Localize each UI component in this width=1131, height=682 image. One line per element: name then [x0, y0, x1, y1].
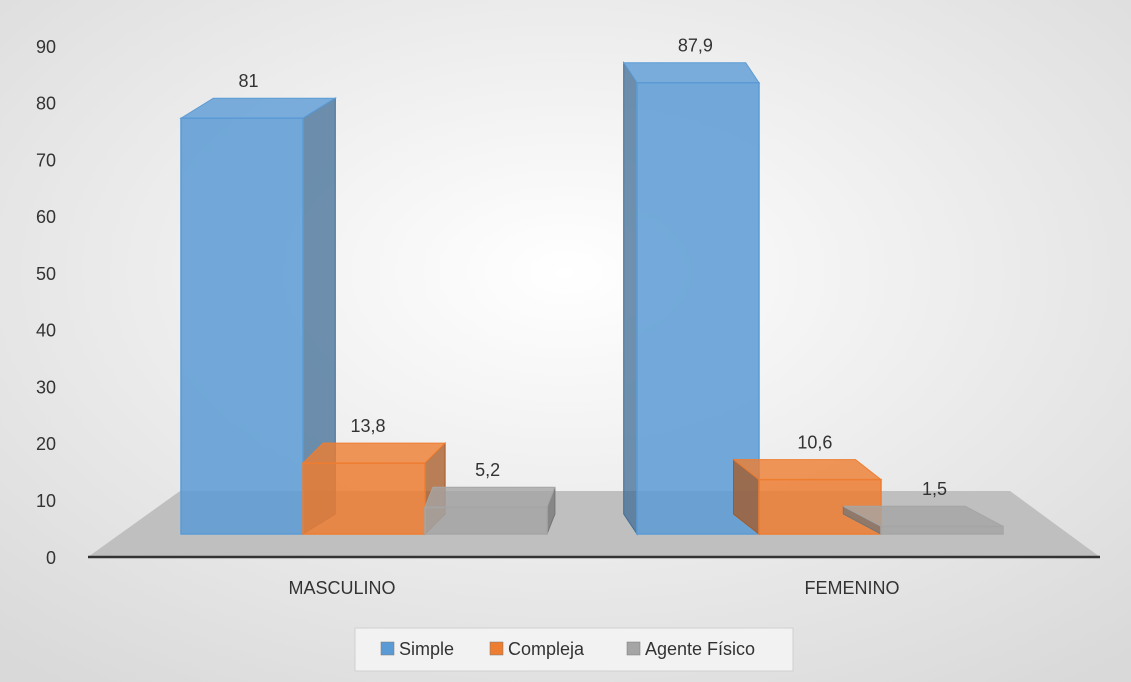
bar — [880, 525, 1004, 535]
legend-swatch — [626, 641, 641, 656]
data-label: 1,5 — [922, 479, 947, 499]
legend — [354, 627, 794, 672]
bar-top — [301, 442, 447, 464]
data-label: 10,6 — [797, 432, 832, 452]
bar — [424, 506, 548, 535]
bar-top — [424, 486, 556, 508]
data-label: 13,8 — [350, 416, 385, 436]
legend-swatch — [380, 641, 395, 656]
bar-top — [622, 62, 760, 84]
data-label: 5,2 — [475, 460, 500, 480]
y-tick-label: 80 — [36, 94, 56, 114]
x-tick-label: MASCULINO — [288, 578, 395, 598]
legend-label: Agente Físico — [645, 639, 755, 659]
x-tick-label: FEMENINO — [804, 578, 899, 598]
legend-label: Compleja — [508, 639, 585, 659]
y-tick-label: 20 — [36, 434, 56, 454]
y-tick-label: 70 — [36, 150, 56, 170]
y-tick-label: 30 — [36, 377, 56, 397]
data-label: 87,9 — [678, 36, 713, 56]
legend-label: Simple — [399, 639, 454, 659]
bar-side — [623, 61, 638, 536]
legend-swatch — [489, 641, 504, 656]
data-label: 81 — [238, 71, 258, 91]
y-tick-label: 0 — [46, 548, 56, 568]
y-tick-label: 90 — [36, 37, 56, 57]
bar-top — [732, 459, 883, 481]
y-tick-label: 50 — [36, 264, 56, 284]
bar — [180, 117, 304, 535]
y-tick-label: 10 — [36, 491, 56, 511]
y-tick-label: 60 — [36, 207, 56, 227]
bar — [302, 462, 426, 535]
y-tick-label: 40 — [36, 321, 56, 341]
bar — [636, 82, 760, 535]
